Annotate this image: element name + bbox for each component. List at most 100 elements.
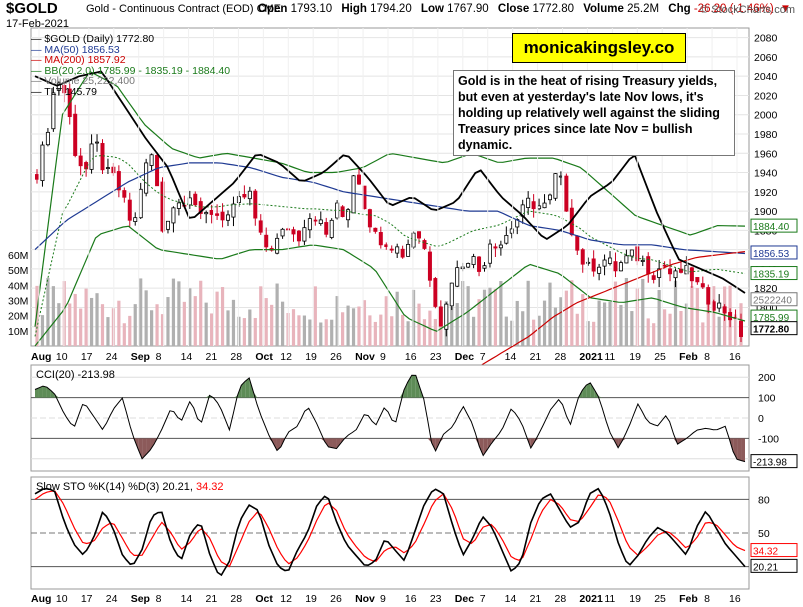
price-x-tick-label: 28: [230, 351, 242, 363]
volume-bar: [673, 280, 678, 346]
candle-body: [318, 219, 323, 224]
volume-bar: [351, 308, 356, 346]
volume-bar: [160, 314, 165, 346]
ohlc-summary: Open 1793.10 High 1794.20 Low 1767.90 Cl…: [258, 3, 791, 15]
close-value: 1772.80: [532, 3, 575, 15]
cci-negative-fill: [741, 438, 745, 462]
candle-body: [711, 301, 716, 311]
candle-body: [700, 283, 705, 288]
candle-body: [531, 201, 536, 210]
sto-panel-frame: [30, 476, 750, 590]
volume-value: 25.2M: [627, 3, 660, 15]
sto-d-line: [34, 490, 746, 568]
volume-bar: [280, 301, 285, 346]
candle-body: [597, 266, 602, 274]
sto-x-tick-label: 21: [530, 593, 542, 605]
price-x-tick-label: 11: [604, 351, 615, 363]
volume-bar: [204, 302, 208, 346]
cci-positive-fill: [241, 381, 246, 398]
sto-x-tick-label: 14: [181, 593, 193, 605]
volume-bar: [477, 299, 481, 346]
cci-negative-fill: [336, 438, 341, 449]
candle-body: [406, 243, 411, 257]
bb-lower-line: [34, 225, 746, 347]
volume-bar: [733, 314, 738, 346]
candle-body: [356, 174, 361, 185]
price-x-tick-label: 24: [106, 351, 118, 363]
cci-positive-fill: [42, 386, 47, 398]
candle-body: [307, 218, 312, 231]
candle-body: [618, 262, 623, 272]
low-label: Low: [420, 3, 444, 15]
bb-upper-value-box-text: 1884.40: [753, 222, 790, 233]
candle-body: [138, 188, 143, 219]
candle-body: [171, 207, 176, 224]
ma50-value-box: [750, 245, 798, 260]
candle-body: [433, 278, 438, 307]
candle-body: [449, 282, 454, 307]
volume-bar: [335, 296, 339, 346]
candle-body: [487, 243, 492, 264]
price-x-tick-label: 14: [505, 351, 517, 363]
candle-body: [133, 217, 138, 222]
candle-body: [209, 210, 214, 215]
sto-x-tick-label: Oct: [255, 593, 273, 605]
cci-negative-fill: [733, 438, 738, 460]
price-tick-label: 2000: [754, 110, 778, 122]
price-tick-label: 2080: [754, 33, 778, 45]
volume-bar: [548, 282, 552, 346]
candle-body: [678, 268, 683, 273]
candle-body: [466, 263, 471, 268]
sto-x-tick-label: Feb: [679, 593, 698, 605]
volume-bar: [652, 323, 656, 346]
price-tick-label: 2020: [754, 90, 778, 102]
volume-bar: [57, 303, 61, 346]
volume-bar: [68, 303, 72, 346]
candle-body: [657, 268, 662, 278]
volume-bar: [390, 316, 394, 346]
price-x-tick-label: 21: [530, 351, 542, 363]
volume-bar: [406, 321, 410, 346]
volume-bar: [220, 287, 225, 346]
volume-bar: [264, 298, 268, 346]
ma50-value-box-text: 1856.53: [753, 249, 790, 260]
close-value-box: [750, 321, 798, 336]
candle-body: [313, 219, 318, 222]
volume-bar: [646, 318, 650, 346]
cci-value-box: [750, 454, 798, 469]
cci-panel-label: CCI(20) -213.98: [36, 369, 115, 381]
volume-bar: [46, 277, 50, 346]
price-x-tick-label: Nov: [355, 351, 375, 363]
price-x-tick-label: 21: [206, 351, 218, 363]
cci-negative-fill: [142, 438, 147, 459]
sto-x-tick-label: 7: [480, 593, 486, 605]
cci-negative-fill: [153, 438, 158, 445]
candle-body: [144, 162, 149, 194]
sto-k-value-box-text: 20.21: [753, 562, 778, 573]
bb-mid-value-box-text: 1835.19: [753, 270, 790, 281]
price-x-tick-label: 16: [729, 351, 741, 363]
volume-bar: [564, 290, 568, 346]
volume-bar: [592, 321, 596, 346]
price-x-tick-label: 17: [81, 351, 93, 363]
sto-x-tick-label: 2021: [579, 593, 603, 605]
candle-body: [296, 230, 301, 242]
symbol-description: Gold - Continuous Contract (EOD) CME: [86, 3, 281, 15]
candle-body: [400, 248, 405, 258]
candle-body: [329, 219, 334, 238]
volume-bar: [79, 308, 83, 346]
volume-bar: [499, 281, 503, 346]
volume-bar: [706, 297, 710, 346]
sto-x-tick-label: 24: [106, 593, 118, 605]
volume-bar: [570, 280, 574, 346]
close-label: Close: [497, 3, 530, 15]
sto-x-tick-label: 19: [305, 593, 317, 605]
price-tick-label: 2040: [754, 71, 778, 83]
volume-bar: [133, 304, 137, 346]
candle-body: [482, 265, 487, 269]
candle-body: [226, 214, 231, 221]
sto-x-tick-label: 25: [654, 593, 666, 605]
cci-value-box-text: -213.98: [753, 458, 787, 469]
sto-panel-label: Slow STO %K(14) %D(3) 20.21, 34.32: [36, 481, 224, 493]
price-tick-label: 1960: [754, 148, 778, 160]
